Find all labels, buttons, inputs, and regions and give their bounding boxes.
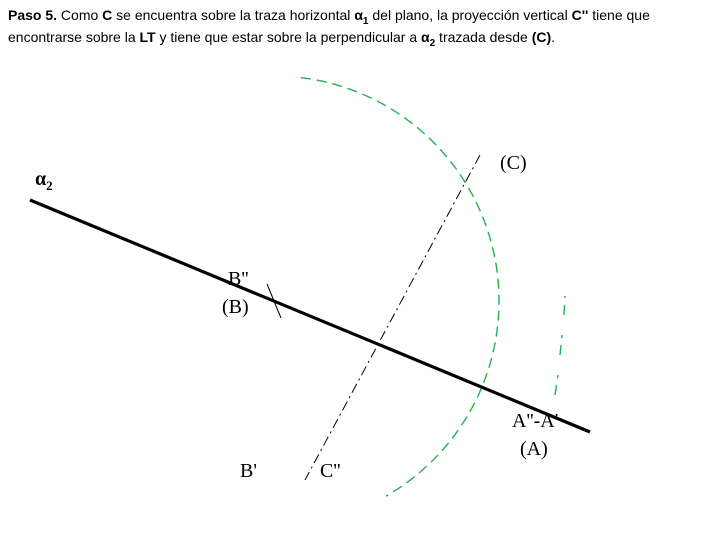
geometry-svg <box>0 0 720 540</box>
label-b-double: B'' <box>228 268 249 291</box>
label-alpha2: α2 <box>35 168 53 194</box>
label-b-prime: B' <box>240 460 257 483</box>
label-a-combo: A''-A' <box>512 410 558 433</box>
diagram-stage: α2 (C) B'' (B) B' C'' A''-A' (A) <box>0 0 720 540</box>
label-a-paren: (A) <box>520 438 548 461</box>
label-c-double: C'' <box>320 460 341 483</box>
label-c-paren: (C) <box>500 152 527 175</box>
label-b-paren: (B) <box>222 296 249 319</box>
